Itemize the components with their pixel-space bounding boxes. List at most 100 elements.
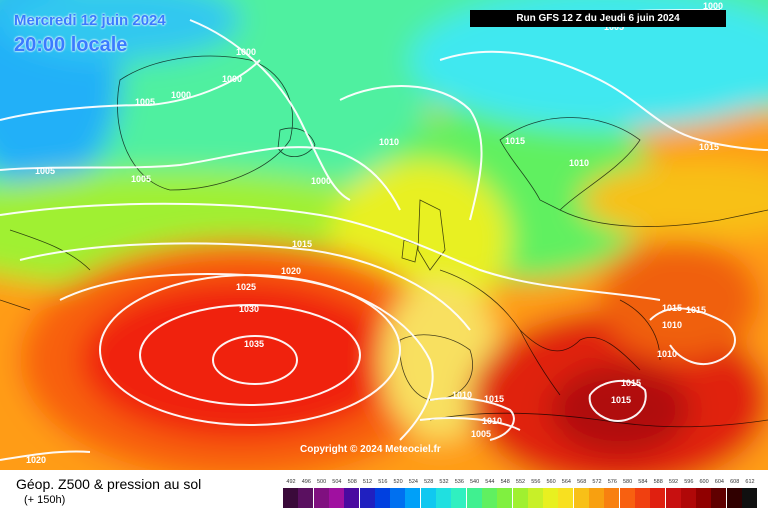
scale-swatch <box>451 488 467 508</box>
isobar-label: 1005 <box>471 429 491 439</box>
isobar-label: 1010 <box>657 349 677 359</box>
scale-tick: 492 <box>286 479 296 485</box>
scale-tick: 524 <box>408 479 418 485</box>
isobar-label: 1015 <box>611 395 631 405</box>
scale-swatch <box>466 488 482 508</box>
scale-tick: 556 <box>531 479 541 485</box>
scale-tick: 528 <box>424 479 434 485</box>
isobar-label: 1015 <box>686 305 706 315</box>
isobar-label: 1015 <box>505 136 525 146</box>
scale-swatch <box>374 488 390 508</box>
legend-bar: Géop. Z500 & pression au sol (+ 150h) 49… <box>0 470 768 512</box>
scale-swatch <box>650 488 666 508</box>
scale-swatch <box>742 488 757 508</box>
scale-swatch <box>313 488 329 508</box>
isobar-label: 1010 <box>662 320 682 330</box>
scale-swatch <box>420 488 436 508</box>
scale-tick: 516 <box>378 479 388 485</box>
isobar-label: 1030 <box>239 304 259 314</box>
scale-swatch <box>573 488 589 508</box>
scale-swatch <box>328 488 344 508</box>
scale-swatch <box>604 488 620 508</box>
scale-swatch <box>497 488 513 508</box>
scale-tick: 520 <box>393 479 403 485</box>
isobar-label: 1010 <box>482 416 502 426</box>
scale-swatch <box>298 488 314 508</box>
scale-tick: 504 <box>332 479 342 485</box>
isobar-label: 1000 <box>311 176 331 186</box>
isobar-label: 1010 <box>452 390 472 400</box>
isobar-label: 1015 <box>662 303 682 313</box>
scale-tick: 608 <box>730 479 740 485</box>
scale-swatch <box>481 488 497 508</box>
isobar-label: 1020 <box>26 455 46 465</box>
scale-swatch <box>512 488 528 508</box>
scale-tick: 592 <box>668 479 679 485</box>
run-info: Run GFS 12 Z du Jeudi 6 juin 2024 <box>470 10 726 27</box>
scale-swatch <box>634 488 650 508</box>
map-title: Géop. Z500 & pression au sol <box>16 476 202 492</box>
isobar-label: 1015 <box>484 394 504 404</box>
isobar-label: 1000 <box>171 90 191 100</box>
isobar-label: 1000 <box>703 1 723 11</box>
scale-tick: 596 <box>684 479 694 485</box>
map-canvas: 1000 1005 1000 1000 1000 1005 1005 1005 1000 1010… <box>0 0 768 470</box>
copyright: Copyright © 2024 Meteociel.fr <box>300 444 441 455</box>
scale-tick: 604 <box>714 479 724 485</box>
scale-swatch <box>390 488 406 508</box>
scale-swatch <box>589 488 604 508</box>
scale-swatch <box>696 488 712 508</box>
scale-tick: 496 <box>301 479 311 485</box>
coastlines <box>0 55 768 428</box>
scale-tick: 612 <box>745 479 755 485</box>
scale-swatch <box>436 488 451 508</box>
isobar-label: 1015 <box>699 142 719 152</box>
isobar-label: 1035 <box>244 339 264 349</box>
isobar-label: 1020 <box>281 266 301 276</box>
scale-swatch <box>619 488 635 508</box>
isobar-label: 1000 <box>222 74 242 84</box>
scale-tick: 552 <box>515 479 526 485</box>
scale-tick: 508 <box>347 479 357 485</box>
forecast-date: Mercredi 12 juin 2024 <box>14 12 166 29</box>
isobar-label: 1005 <box>35 166 55 176</box>
scale-swatch <box>527 488 543 508</box>
scale-tick: 540 <box>470 479 480 485</box>
scale-swatch <box>405 488 421 508</box>
scale-tick: 568 <box>577 479 587 485</box>
scale-tick: 588 <box>653 479 663 485</box>
isobar-label: 1015 <box>292 239 312 249</box>
isobar-label: 1005 <box>135 97 155 107</box>
isobar-label: 1000 <box>236 47 256 57</box>
scale-swatch <box>359 488 375 508</box>
scale-tick: 560 <box>546 479 556 485</box>
scale-tick: 532 <box>439 479 449 485</box>
scale-tick: 572 <box>592 479 602 485</box>
scale-tick: 544 <box>485 479 495 485</box>
forecast-time: 20:00 locale <box>14 34 128 56</box>
scale-swatch <box>665 488 681 508</box>
scale-tick: 548 <box>500 479 510 485</box>
scale-swatch <box>680 488 696 508</box>
scale-swatch <box>726 488 742 508</box>
isobar-label: 1015 <box>621 378 641 388</box>
isobar-label: 1005 <box>131 174 151 184</box>
scale-tick: 500 <box>317 479 327 485</box>
isobar-label: 1005 <box>604 22 624 32</box>
scale-tick: 600 <box>699 479 709 485</box>
scale-swatch <box>543 488 559 508</box>
geopotential-field <box>0 0 768 470</box>
isobars <box>0 9 768 461</box>
isobar-label: 1010 <box>379 137 399 147</box>
scale-tick: 512 <box>362 479 373 485</box>
scale-swatch <box>344 488 360 508</box>
isobar-labels: 1000 1005 1000 1000 1000 1005 1005 1005 1000 1010… <box>26 1 723 465</box>
scale-swatch <box>558 488 574 508</box>
scale-tick: 536 <box>454 479 464 485</box>
scale-tick: 580 <box>623 479 633 485</box>
scale-swatch <box>711 488 727 508</box>
scale-tick: 576 <box>607 479 617 485</box>
isobar-label: 1010 <box>569 158 589 168</box>
isobar-label: 1025 <box>236 282 256 292</box>
